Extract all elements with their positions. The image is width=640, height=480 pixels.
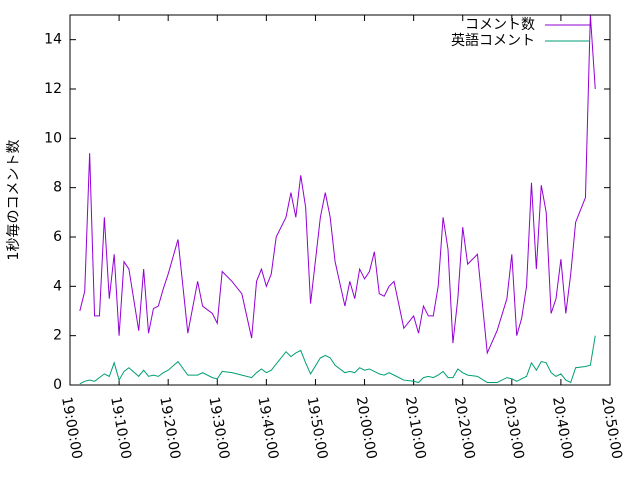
legend-label: 英語コメント [451,32,535,49]
x-tick-label: 19:10:00 [107,396,134,461]
series-line [79,335,596,385]
y-tick-label: 4 [53,278,62,294]
y-tick-label: 0 [53,377,62,393]
x-tick-label: 19:00:00 [58,396,85,461]
y-tick-label: 2 [53,328,62,344]
legend-label: コメント数 [465,17,535,33]
x-tick-label: 20:00:00 [353,396,380,461]
x-tick-label: 19:40:00 [254,396,281,461]
x-tick-label: 20:20:00 [451,396,478,461]
series-line [79,14,596,355]
x-tick-label: 19:20:00 [156,396,183,461]
y-tick-label: 10 [44,130,62,146]
x-tick-label: 19:50:00 [304,396,331,461]
x-tick-label: 20:10:00 [402,396,429,461]
x-tick-label: 20:50:00 [598,396,625,461]
x-tick-label: 20:40:00 [549,396,576,461]
y-tick-label: 14 [44,32,62,48]
x-tick-label: 19:30:00 [205,396,232,461]
y-axis-label: 1秒毎のコメント数 [6,140,22,261]
y-tick-label: 12 [44,81,62,97]
y-tick-label: 6 [53,229,62,245]
x-tick-label: 20:30:00 [500,396,527,461]
plot-frame [69,14,611,386]
y-tick-label: 8 [53,180,62,196]
